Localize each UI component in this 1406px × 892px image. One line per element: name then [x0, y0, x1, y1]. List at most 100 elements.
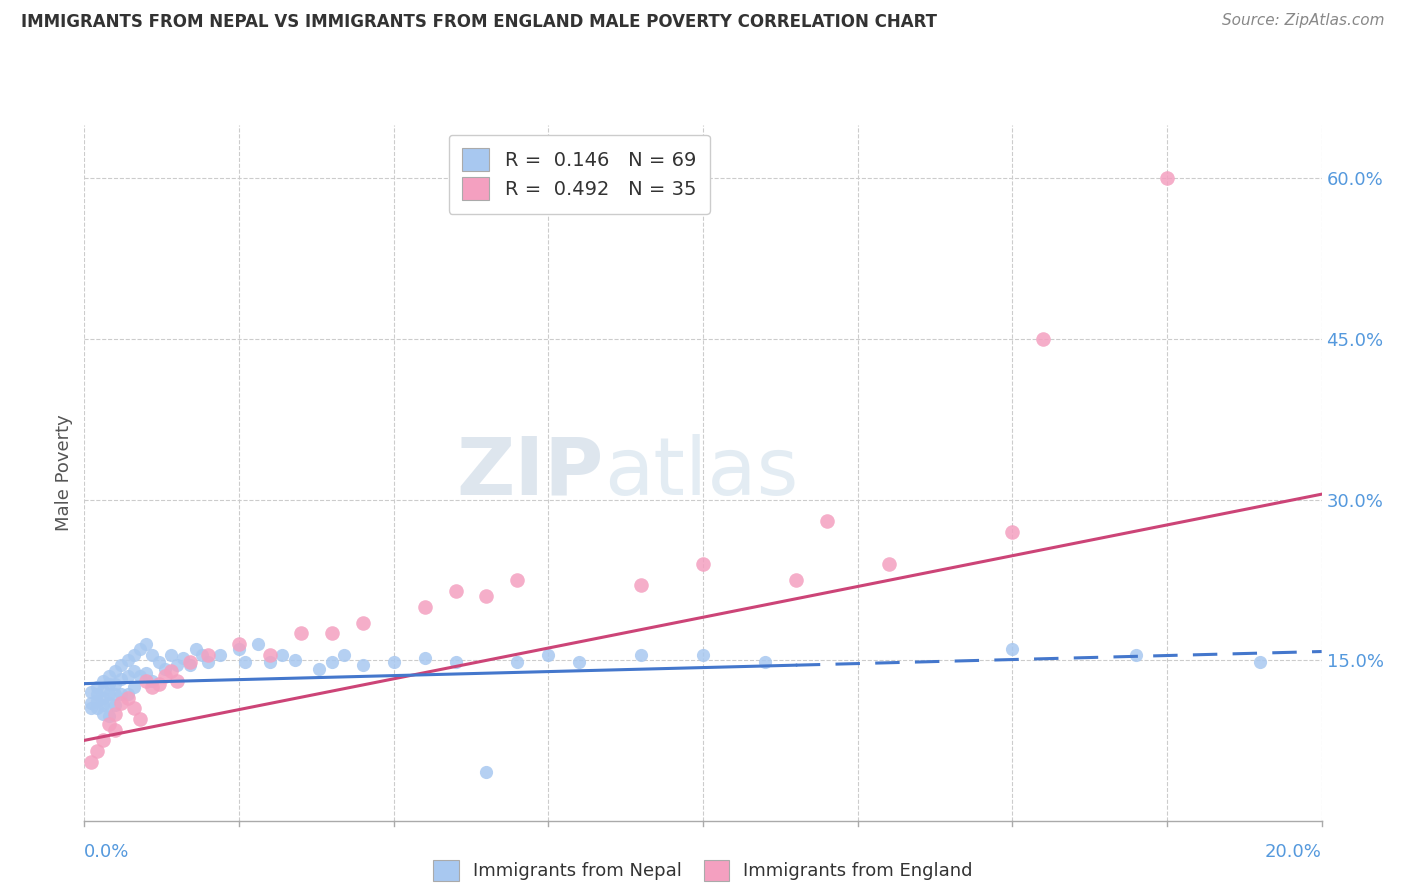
Point [444, 655, 467, 669]
Text: 0.0%: 0.0% [84, 843, 129, 861]
Point [79, 701, 101, 715]
Point [160, 648, 183, 662]
Point [91, 690, 114, 705]
Point [692, 557, 714, 571]
Point [197, 648, 219, 662]
Point [135, 637, 157, 651]
Point [630, 578, 652, 592]
Point [148, 655, 170, 669]
Point [122, 648, 145, 662]
Point [184, 642, 207, 657]
Point [197, 655, 219, 669]
Point [172, 651, 194, 665]
Point [98, 708, 121, 723]
Point [160, 664, 183, 678]
Text: IMMIGRANTS FROM NEPAL VS IMMIGRANTS FROM ENGLAND MALE POVERTY CORRELATION CHART: IMMIGRANTS FROM NEPAL VS IMMIGRANTS FROM… [21, 13, 936, 31]
Point [117, 653, 139, 667]
Point [191, 648, 214, 662]
Point [506, 573, 529, 587]
Point [179, 658, 201, 673]
Point [246, 637, 269, 651]
Point [104, 664, 127, 678]
Point [290, 626, 312, 640]
Point [1032, 332, 1054, 346]
Point [91, 683, 114, 698]
Point [129, 642, 152, 657]
Legend: Immigrants from Nepal, Immigrants from England: Immigrants from Nepal, Immigrants from E… [422, 849, 984, 892]
Point [91, 706, 114, 721]
Point [104, 723, 127, 737]
Point [271, 648, 294, 662]
Point [259, 655, 281, 669]
Point [129, 712, 152, 726]
Point [122, 701, 145, 715]
Point [321, 655, 343, 669]
Point [568, 655, 591, 669]
Point [1125, 648, 1147, 662]
Point [308, 662, 330, 676]
Point [166, 674, 188, 689]
Point [209, 648, 232, 662]
Point [444, 583, 467, 598]
Point [148, 676, 170, 690]
Point [79, 696, 101, 710]
Point [1249, 655, 1271, 669]
Text: 20.0%: 20.0% [1265, 843, 1322, 861]
Point [228, 642, 250, 657]
Point [153, 669, 176, 683]
Point [179, 655, 201, 669]
Point [506, 655, 529, 669]
Point [259, 648, 281, 662]
Point [98, 687, 121, 701]
Point [153, 662, 176, 676]
Point [877, 557, 900, 571]
Point [98, 676, 121, 690]
Point [475, 765, 498, 780]
Point [86, 701, 108, 715]
Point [135, 674, 157, 689]
Point [91, 698, 114, 712]
Text: atlas: atlas [605, 434, 799, 512]
Point [117, 687, 139, 701]
Point [91, 733, 114, 747]
Point [228, 637, 250, 651]
Point [86, 680, 108, 694]
Point [104, 706, 127, 721]
Point [86, 687, 108, 701]
Point [98, 669, 121, 683]
Point [413, 651, 436, 665]
Point [129, 669, 152, 683]
Point [166, 658, 188, 673]
Point [754, 655, 776, 669]
Point [141, 680, 163, 694]
Point [104, 698, 127, 712]
Point [86, 694, 108, 708]
Point [98, 696, 121, 710]
Text: ZIP: ZIP [457, 434, 605, 512]
Point [110, 658, 132, 673]
Point [352, 615, 374, 630]
Point [91, 674, 114, 689]
Point [413, 599, 436, 614]
Point [98, 717, 121, 731]
Point [135, 665, 157, 680]
Point [352, 658, 374, 673]
Point [1156, 171, 1178, 186]
Point [117, 669, 139, 683]
Point [79, 755, 101, 769]
Point [1001, 642, 1024, 657]
Point [110, 673, 132, 687]
Point [122, 664, 145, 678]
Point [333, 648, 356, 662]
Point [382, 655, 405, 669]
Point [104, 687, 127, 701]
Point [104, 676, 127, 690]
Point [86, 744, 108, 758]
Point [233, 655, 256, 669]
Point [141, 674, 163, 689]
Point [122, 680, 145, 694]
Point [117, 690, 139, 705]
Point [475, 589, 498, 603]
Point [110, 696, 132, 710]
Text: Source: ZipAtlas.com: Source: ZipAtlas.com [1222, 13, 1385, 29]
